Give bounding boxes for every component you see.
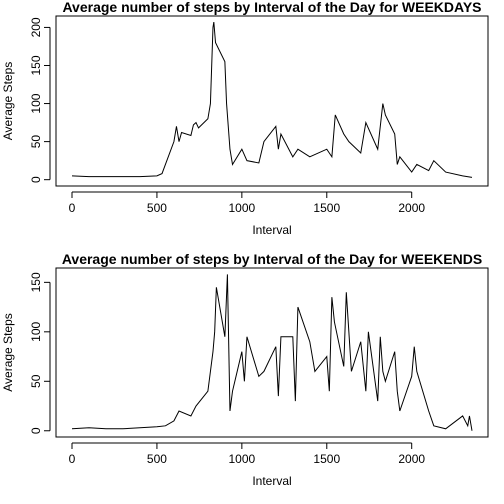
x-tick-label: 1500: [313, 452, 340, 466]
x-tick-label: 0: [69, 201, 76, 215]
y-tick-label: 100: [29, 93, 43, 113]
plot-box: [55, 267, 489, 438]
y-axis-label: Average Steps: [1, 62, 15, 141]
x-axis-label: Interval: [252, 223, 291, 237]
x-tick-label: 500: [147, 201, 167, 215]
plot-box: [55, 15, 489, 187]
x-axis-label: Interval: [252, 474, 291, 488]
y-tick-label: 0: [29, 176, 43, 183]
chart-title: Average number of steps by Interval of t…: [62, 251, 482, 267]
chart-title: Average number of steps by Interval of t…: [62, 0, 481, 15]
y-tick-label: 100: [29, 321, 43, 341]
y-tick-label: 200: [29, 17, 43, 37]
x-tick-label: 1500: [313, 201, 340, 215]
y-axis-label: Average Steps: [1, 313, 15, 392]
y-tick-label: 0: [29, 427, 43, 434]
x-tick-label: 1000: [228, 452, 255, 466]
x-tick-label: 0: [69, 452, 76, 466]
y-tick-label: 50: [29, 135, 43, 149]
data-line: [71, 22, 473, 178]
x-tick-label: 1000: [228, 201, 255, 215]
y-tick-label: 50: [29, 374, 43, 388]
x-tick-label: 2000: [398, 452, 425, 466]
y-tick-label: 150: [29, 55, 43, 75]
x-tick-label: 2000: [398, 201, 425, 215]
x-tick-label: 500: [147, 452, 167, 466]
y-tick-label: 150: [29, 272, 43, 292]
data-line: [71, 274, 473, 431]
